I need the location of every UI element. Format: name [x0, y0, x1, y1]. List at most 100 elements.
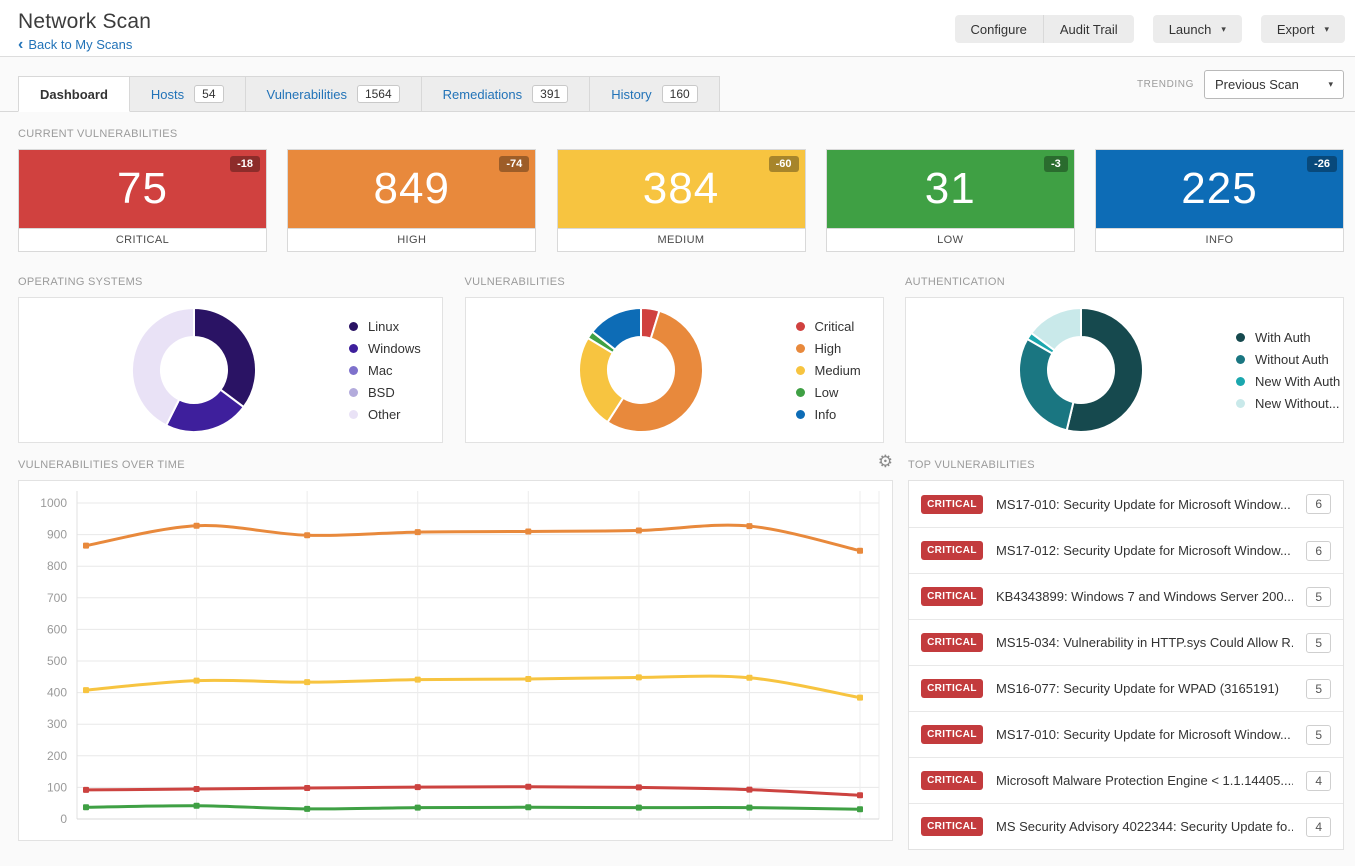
series-line-low: [85, 804, 861, 811]
legend-label: Low: [814, 384, 839, 400]
vulnerability-row[interactable]: CRITICAL MS15-034: Vulnerability in HTTP.…: [909, 619, 1343, 665]
tab-label: Vulnerabilities: [266, 86, 347, 102]
tab-hosts[interactable]: Hosts 54: [129, 76, 246, 112]
operating-systems-donut: [131, 306, 257, 433]
page-body: Dashboard Hosts 54 Vulnerabilities 1564 Remed…: [0, 57, 1355, 866]
series-point-medium: [857, 694, 863, 701]
y-axis-tick: 500: [47, 654, 67, 668]
series-point-medium: [746, 674, 753, 681]
page-title: Network Scan: [18, 10, 152, 33]
severity-card-label: MEDIUM: [557, 228, 805, 251]
gear-icon[interactable]: ⚙: [877, 452, 893, 471]
legend-dot-icon: [795, 365, 805, 375]
vulnerability-row[interactable]: CRITICAL MS17-012: Security Update for Mi…: [909, 527, 1343, 573]
legend-dot-icon: [349, 365, 358, 375]
tabbar: Dashboard Hosts 54 Vulnerabilities 1564 Remed…: [0, 57, 1355, 112]
y-axis-tick: 0: [60, 812, 67, 826]
over-time-label: VULNERABILITIES OVER TIME: [18, 459, 185, 471]
authentication-legend: With Auth Without Auth New With Auth New Wi…: [1236, 330, 1343, 411]
severity-card-top: -3 31: [826, 150, 1074, 228]
trending-select[interactable]: Previous Scan ▾: [1204, 70, 1344, 99]
severity-card-info[interactable]: -26 225 INFO: [1095, 149, 1344, 252]
vulnerability-row[interactable]: CRITICAL MS16-077: Security Update for WP…: [909, 665, 1343, 711]
tab-history[interactable]: History 160: [590, 76, 720, 112]
tab-label: History: [611, 86, 652, 102]
vulnerability-row[interactable]: CRITICAL MS17-010: Security Update for Mi…: [909, 481, 1343, 527]
series-point-critical: [83, 786, 89, 793]
severity-card-top: -60 384: [557, 150, 805, 228]
series-point-high: [525, 528, 532, 535]
series-point-critical: [746, 786, 753, 793]
export-button[interactable]: Export ▾: [1260, 15, 1345, 43]
legend-item-new-without: New Without...: [1236, 396, 1343, 411]
series-point-critical: [635, 784, 642, 791]
y-axis-tick: 100: [47, 780, 67, 794]
legend-label: Linux: [368, 318, 400, 334]
vulnerability-name: MS17-010: Security Update for Microsoft …: [996, 727, 1291, 742]
vulnerability-count-badge: 6: [1306, 540, 1331, 561]
tab-remediations[interactable]: Remediations 391: [421, 76, 591, 112]
donut-slice-high: [605, 309, 704, 433]
severity-delta-badge: -3: [1043, 156, 1068, 172]
vulnerability-row[interactable]: CRITICAL MS Security Advisory 4022344: Se…: [909, 803, 1343, 849]
vulnerabilities-section: VULNERABILITIES Critical High Medium Low Info: [464, 252, 884, 443]
donut-slice-linux: [193, 306, 257, 409]
top-vulnerabilities-list: CRITICAL MS17-010: Security Update for Mi…: [908, 480, 1344, 850]
y-axis-tick: 900: [47, 528, 67, 542]
vulnerability-count-badge: 6: [1306, 494, 1331, 514]
trending-selected-value: Previous Scan: [1215, 77, 1299, 92]
severity-card-high[interactable]: -74 849 HIGH: [287, 149, 537, 252]
vulnerabilities-over-time-chart: 0 100 200 300 400 500 600 700 800 900 1000: [40, 491, 880, 826]
tab-dashboard[interactable]: Dashboard: [18, 76, 130, 112]
vulnerability-row[interactable]: CRITICAL KB4343899: Windows 7 and Windows…: [909, 573, 1343, 619]
vulnerability-row[interactable]: CRITICAL MS17-010: Security Update for Mi…: [909, 711, 1343, 757]
vulnerabilities-donut: [577, 306, 704, 433]
vulnerability-count-badge: 5: [1306, 678, 1331, 699]
vulnerability-count-badge: 5: [1306, 724, 1331, 745]
vulnerabilities-legend: Critical High Medium Low Info: [795, 319, 883, 422]
series-point-critical: [857, 792, 863, 799]
series-point-high: [304, 532, 311, 539]
header: Network Scan ‹ Back to My Scans Configur…: [0, 0, 1355, 57]
vulnerability-row[interactable]: CRITICAL Microsoft Malware Protection Eng…: [909, 757, 1343, 803]
legend-item-other: Other: [349, 407, 442, 422]
legend-item-high: High: [795, 341, 883, 356]
operating-systems-panel: Linux Windows Mac BSD Other: [18, 297, 443, 443]
launch-button[interactable]: Launch ▾: [1152, 15, 1242, 43]
legend-label: Info: [814, 406, 837, 422]
severity-badge: CRITICAL: [921, 541, 983, 560]
tab-vulnerabilities[interactable]: Vulnerabilities 1564: [245, 76, 422, 112]
tab-count-badge: 54: [194, 85, 224, 103]
legend-item-with-auth: With Auth: [1236, 330, 1343, 345]
donut-slice-without-auth: [1018, 337, 1075, 432]
legend-item-windows: Windows: [349, 341, 442, 356]
donut-slice-with-auth: [1065, 306, 1144, 433]
series-point-medium: [525, 676, 532, 683]
y-axis-tick: 700: [47, 591, 67, 605]
configure-button[interactable]: Configure: [954, 15, 1043, 43]
series-point-high: [193, 522, 200, 529]
severity-card-medium[interactable]: -60 384 MEDIUM: [556, 149, 806, 252]
severity-count: 31: [924, 164, 976, 213]
back-link[interactable]: ‹ Back to My Scans: [18, 36, 132, 52]
series-point-critical: [414, 784, 421, 791]
severity-card-critical[interactable]: -18 75 CRITICAL: [18, 149, 267, 252]
audit-trail-button[interactable]: Audit Trail: [1042, 15, 1134, 43]
series-point-high: [746, 523, 753, 530]
series-point-medium: [635, 674, 642, 681]
tab-label: Dashboard: [40, 86, 108, 102]
tab-count-badge: 1564: [356, 85, 400, 103]
legend-item-bsd: BSD: [349, 385, 442, 400]
content: CURRENT VULNERABILITIES -18 75 CRITICAL -74…: [0, 128, 1355, 850]
severity-badge: CRITICAL: [921, 633, 983, 652]
legend-label: Mac: [368, 362, 393, 378]
severity-card-low[interactable]: -3 31 LOW: [825, 149, 1075, 252]
chevron-down-icon: ▾: [1221, 23, 1226, 34]
legend-item-medium: Medium: [795, 363, 883, 378]
vulnerability-name: MS17-012: Security Update for Microsoft …: [996, 543, 1291, 558]
legend-label: BSD: [368, 384, 395, 400]
severity-count: 849: [373, 164, 450, 213]
legend-dot-icon: [1236, 398, 1245, 408]
severity-badge: CRITICAL: [921, 679, 983, 698]
severity-card-top: -26 225: [1096, 150, 1343, 228]
